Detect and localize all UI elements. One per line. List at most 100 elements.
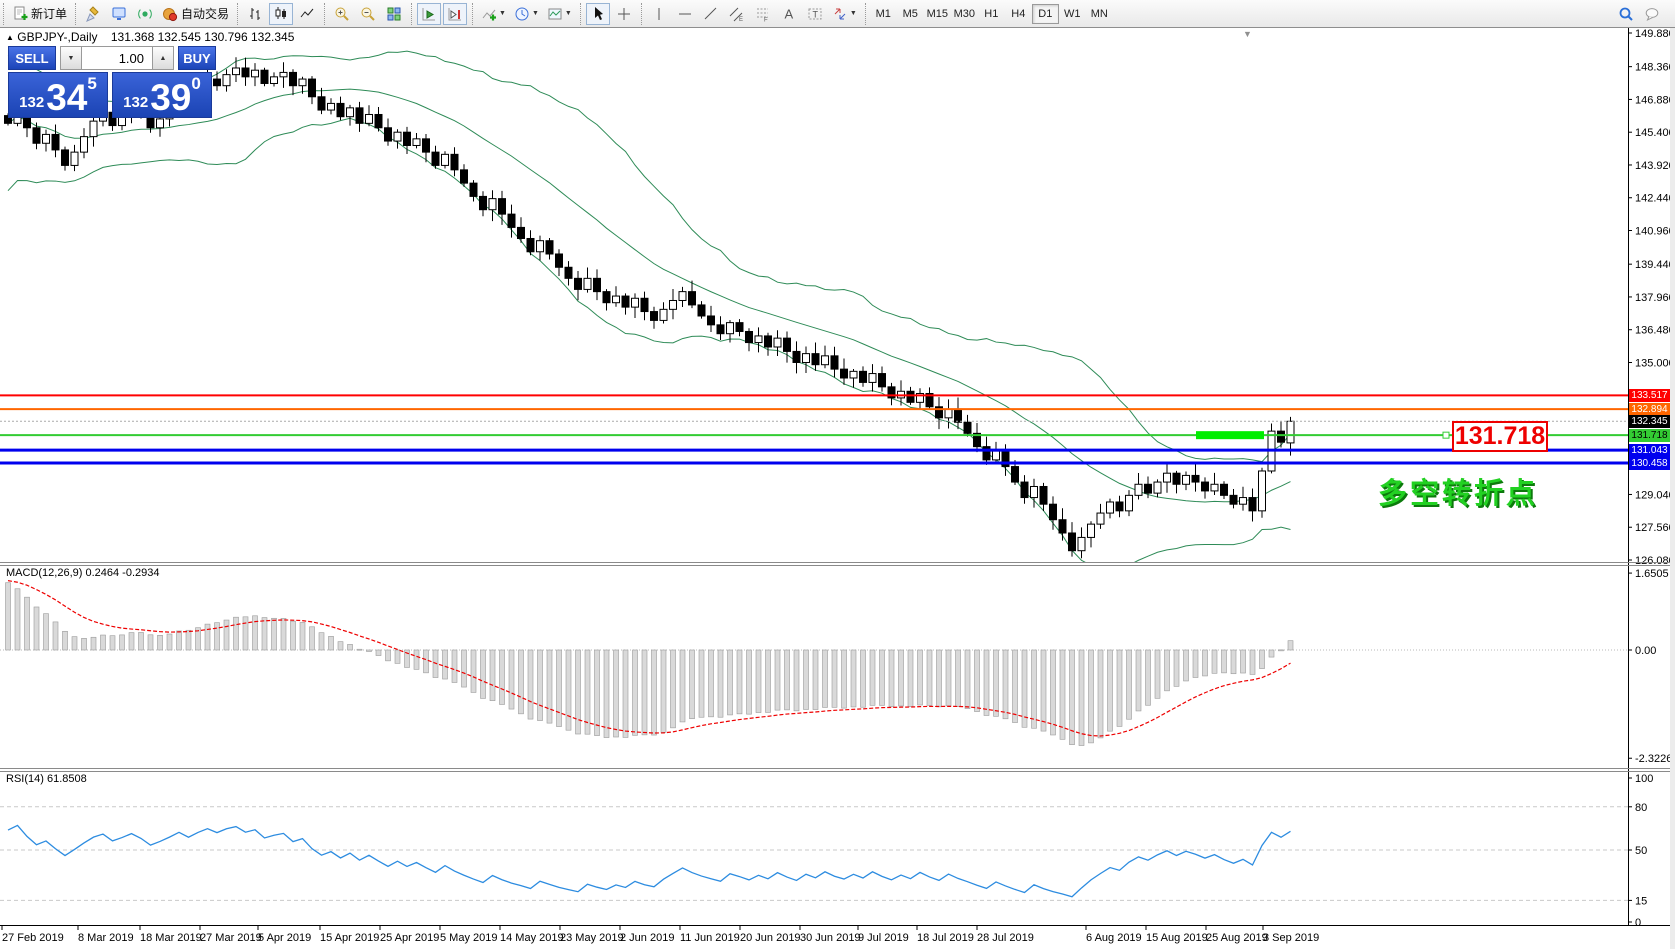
volume-decrease-button[interactable]: ▼ <box>60 46 82 70</box>
horizontal-line-button[interactable] <box>673 3 697 25</box>
timeframe-h4-button[interactable]: H4 <box>1011 7 1026 20</box>
sell-price-quote[interactable]: 132 34 5 <box>8 72 108 118</box>
signals-button[interactable] <box>133 3 157 25</box>
new-order-icon <box>14 6 28 20</box>
price-annotation-box[interactable]: 131.718 <box>1452 421 1548 452</box>
svg-text:3 Sep 2019: 3 Sep 2019 <box>1263 932 1319 944</box>
indicators-icon <box>482 9 497 20</box>
auto-trading-button[interactable]: 自动交易 <box>159 3 232 25</box>
trendline-button[interactable] <box>699 3 723 25</box>
crosshair-button[interactable] <box>612 3 636 25</box>
tile-windows-button[interactable] <box>382 3 406 25</box>
svg-text:142.440: 142.440 <box>1635 193 1675 205</box>
svg-text:A: A <box>784 6 793 21</box>
timeframe-mn-button[interactable]: MN <box>1090 7 1108 20</box>
fibonacci-button[interactable]: F <box>751 3 775 25</box>
buy-button[interactable]: BUY <box>178 46 216 70</box>
bollinger-bands <box>7 50 1291 562</box>
volume-increase-button[interactable]: ▲ <box>152 46 174 70</box>
chart-symbol-period: GBPJPY-,Daily <box>17 30 98 44</box>
cursor-button[interactable] <box>585 2 610 25</box>
svg-text:-2.3226: -2.3226 <box>1635 753 1672 765</box>
search-icon <box>1619 7 1633 21</box>
candlestick-chart-button[interactable] <box>269 2 294 25</box>
buy-price-quote[interactable]: 132 39 0 <box>112 72 212 118</box>
toolbar-separator <box>864 2 866 25</box>
svg-text:0.00: 0.00 <box>1635 645 1656 657</box>
toolbar-separator <box>411 2 413 25</box>
periods-button[interactable]: ▼ <box>511 3 542 25</box>
svg-text:137.960: 137.960 <box>1635 292 1675 304</box>
svg-text:28 Jul 2019: 28 Jul 2019 <box>977 932 1034 944</box>
toolbar-grip <box>3 2 4 25</box>
price-line-tag: 132.894 <box>1629 402 1670 416</box>
arrows-button[interactable]: ▼ <box>829 3 860 25</box>
svg-text:E: E <box>739 17 743 22</box>
text-label-button[interactable]: T <box>803 3 827 25</box>
price-line-tag: 131.718 <box>1629 428 1670 442</box>
timeframe-h1-button[interactable]: H1 <box>984 7 999 20</box>
timeframe-m5-button[interactable]: M5 <box>902 7 918 20</box>
svg-text:11 Jun 2019: 11 Jun 2019 <box>680 932 740 944</box>
new-order-button[interactable]: 新订单 <box>9 3 70 25</box>
line-handle[interactable] <box>1442 431 1450 439</box>
sell-button[interactable]: SELL <box>8 46 56 70</box>
toolbar-separator <box>237 2 239 25</box>
cursor-icon <box>594 6 603 20</box>
macd-signal-line <box>7 580 1291 737</box>
styler-button[interactable] <box>81 3 105 25</box>
templates-button[interactable]: ▼ <box>544 3 575 25</box>
price-axis[interactable]: 149.880 148.360 146.880 145.400 143.920 142.4… <box>1628 28 1675 929</box>
zoom-in-icon <box>335 7 349 21</box>
trendline-icon <box>704 7 717 19</box>
zoom-in-button[interactable] <box>330 3 354 25</box>
horizontal-lines[interactable] <box>0 394 1628 465</box>
timeframe-w1-button[interactable]: W1 <box>1064 7 1081 20</box>
horizontal-line-icon <box>678 13 691 14</box>
vertical-line-button[interactable] <box>647 3 671 25</box>
text-button[interactable]: A <box>777 3 801 25</box>
line-chart-button[interactable] <box>295 3 319 25</box>
macd-histogram <box>5 582 1294 746</box>
svg-text:25 Apr 2019: 25 Apr 2019 <box>380 932 439 944</box>
svg-text:18 Jul 2019: 18 Jul 2019 <box>917 932 974 944</box>
chat-button[interactable] <box>1640 3 1664 25</box>
chart-shift-button[interactable] <box>443 2 468 25</box>
chart-shift-marker[interactable]: ▼ <box>1243 29 1252 39</box>
highlight-segment[interactable] <box>1196 431 1264 440</box>
auto-scroll-icon <box>422 7 436 20</box>
bar-chart-button[interactable] <box>243 3 267 25</box>
timeframe-d1-button[interactable]: D1 <box>1031 3 1059 24</box>
timeframe-m15-button[interactable]: M15 <box>926 7 948 20</box>
search-button[interactable] <box>1614 3 1638 25</box>
timeframe-m1-button[interactable]: M1 <box>875 7 891 20</box>
macd-indicator-label: MACD(12,26,9) 0.2464 -0.2934 <box>6 567 160 579</box>
svg-text:136.480: 136.480 <box>1635 325 1675 337</box>
svg-text:146.880: 146.880 <box>1635 94 1675 106</box>
chart-title: ▲ GBPJPY-,Daily 131.368 132.545 130.796 … <box>6 30 294 44</box>
turning-point-annotation: 多空转折点 <box>1378 478 1539 510</box>
svg-text:6 Aug 2019: 6 Aug 2019 <box>1086 932 1142 944</box>
tile-windows-icon <box>387 7 401 20</box>
market-watch-button[interactable] <box>107 3 131 25</box>
auto-scroll-button[interactable] <box>417 2 442 25</box>
zoom-out-icon <box>361 7 375 21</box>
one-click-collapse-arrow[interactable]: ▲ <box>6 33 14 42</box>
svg-text:8 Mar 2019: 8 Mar 2019 <box>78 932 134 944</box>
zoom-out-button[interactable] <box>356 3 380 25</box>
rsi-line <box>7 824 1291 898</box>
svg-text:80: 80 <box>1635 802 1647 814</box>
svg-text:14 May 2019: 14 May 2019 <box>500 932 564 944</box>
styler-icon <box>86 5 99 22</box>
svg-text:2 Jun 2019: 2 Jun 2019 <box>620 932 674 944</box>
timeframe-m30-button[interactable]: M30 <box>953 7 975 20</box>
vertical-line-icon <box>658 7 660 20</box>
indicators-button[interactable]: ▼ <box>478 3 509 25</box>
bar-chart-icon <box>250 7 261 20</box>
equidistant-channel-button[interactable]: E <box>725 3 749 25</box>
line-chart-icon <box>300 8 314 17</box>
volume-input[interactable]: 1.00 <box>82 46 152 70</box>
chart-ohlc-values: 131.368 132.545 130.796 132.345 <box>110 30 295 44</box>
